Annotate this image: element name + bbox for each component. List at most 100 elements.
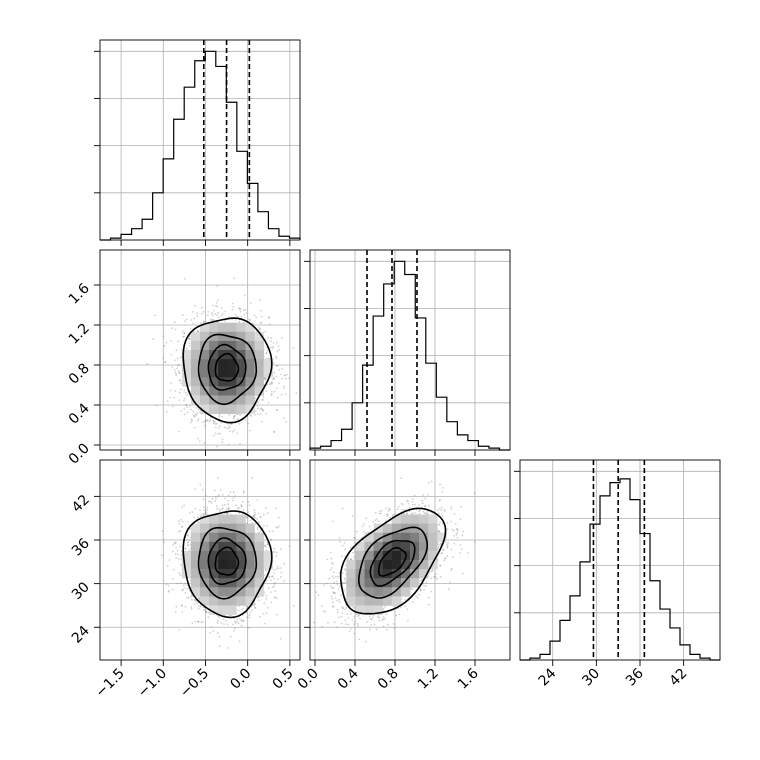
density-cell: [209, 368, 219, 378]
scatter-point: [261, 408, 263, 410]
scatter-point: [178, 629, 181, 631]
scatter-point: [201, 306, 203, 309]
scatter-point: [271, 347, 274, 350]
scatter-point: [236, 618, 239, 621]
density-cell: [245, 386, 255, 396]
scatter-point: [226, 513, 229, 515]
scatter-point: [201, 621, 204, 623]
scatter-point: [242, 620, 245, 623]
scatter-point: [172, 544, 175, 547]
scatter-point: [242, 500, 244, 503]
scatter-point: [170, 382, 172, 384]
scatter-point: [213, 489, 216, 492]
scatter-point: [146, 363, 149, 365]
scatter-point: [171, 366, 174, 368]
scatter-point: [177, 430, 180, 433]
scatter-point: [261, 409, 264, 411]
scatter-point: [173, 359, 176, 361]
scatter-point: [181, 589, 184, 592]
scatter-point: [283, 387, 286, 390]
scatter-point: [171, 588, 174, 591]
scatter-point: [242, 619, 245, 622]
scatter-point: [197, 418, 200, 421]
scatter-point: [219, 509, 222, 512]
density-cell: [209, 350, 219, 360]
scatter-point: [236, 315, 239, 318]
scatter-point: [196, 312, 198, 315]
scatter-point: [245, 312, 248, 315]
scatter-point: [183, 413, 186, 416]
scatter-point: [194, 304, 197, 307]
scatter-point: [218, 427, 221, 429]
scatter-point: [164, 361, 167, 363]
scatter-point: [211, 497, 214, 500]
scatter-point: [271, 390, 273, 393]
scatter-point: [262, 396, 265, 399]
scatter-point: [200, 312, 203, 315]
scatter-point: [226, 623, 229, 626]
scatter-point: [217, 619, 219, 622]
scatter-point: [197, 605, 200, 607]
scatter-point: [241, 608, 244, 611]
scatter-point: [214, 500, 217, 502]
scatter-point: [212, 318, 214, 321]
density-cell: [209, 331, 219, 342]
scatter-point: [207, 616, 210, 618]
scatter-point: [218, 645, 221, 648]
scatter-point: [210, 312, 213, 315]
scatter-point: [239, 618, 241, 620]
scatter-point: [205, 610, 208, 612]
scatter-point: [213, 309, 215, 312]
scatter-point: [189, 405, 191, 408]
density-cell: [181, 359, 192, 369]
scatter-point: [181, 604, 184, 607]
scatter-point: [270, 394, 272, 396]
scatter-point: [221, 493, 224, 496]
scatter-point: [259, 322, 262, 324]
scatter-point: [162, 335, 165, 337]
scatter-point: [275, 357, 278, 360]
density-cell: [227, 350, 237, 360]
scatter-point: [229, 491, 232, 493]
scatter-point: [233, 428, 236, 431]
scatter-point: [174, 553, 177, 556]
scatter-point: [264, 378, 267, 380]
scatter-point: [232, 497, 235, 500]
scatter-point: [163, 541, 165, 544]
density-cell: [254, 386, 264, 396]
scatter-point: [187, 541, 190, 544]
scatter-point: [196, 602, 199, 605]
density-cell: [263, 359, 274, 369]
scatter-point: [180, 554, 182, 557]
panel-frame: [519, 459, 721, 661]
scatter-point: [193, 516, 196, 519]
scatter-point: [205, 419, 208, 422]
scatter-point: [178, 572, 181, 574]
scatter-point: [166, 400, 169, 403]
scatter-point: [176, 549, 179, 552]
scatter-point: [261, 399, 263, 401]
scatter-point: [214, 426, 217, 429]
scatter-point: [162, 538, 165, 541]
scatter-point: [180, 525, 183, 528]
scatter-point: [208, 500, 210, 503]
scatter-point: [185, 348, 188, 350]
scatter-point: [260, 309, 262, 312]
scatter-point: [241, 506, 243, 508]
scatter-point: [196, 437, 199, 440]
scatter-point: [212, 304, 215, 307]
scatter-point: [247, 500, 250, 503]
scatter-point: [180, 382, 183, 384]
scatter-point: [254, 513, 257, 516]
density-cell: [200, 368, 210, 378]
scatter-point: [247, 516, 249, 519]
scatter-point: [270, 601, 272, 604]
scatter-point: [231, 430, 234, 433]
scatter-point: [190, 606, 193, 608]
scatter-point: [245, 516, 248, 519]
scatter-point: [253, 314, 256, 317]
scatter-point: [249, 519, 251, 522]
scatter-point: [283, 416, 285, 419]
density-cell: [209, 404, 219, 414]
